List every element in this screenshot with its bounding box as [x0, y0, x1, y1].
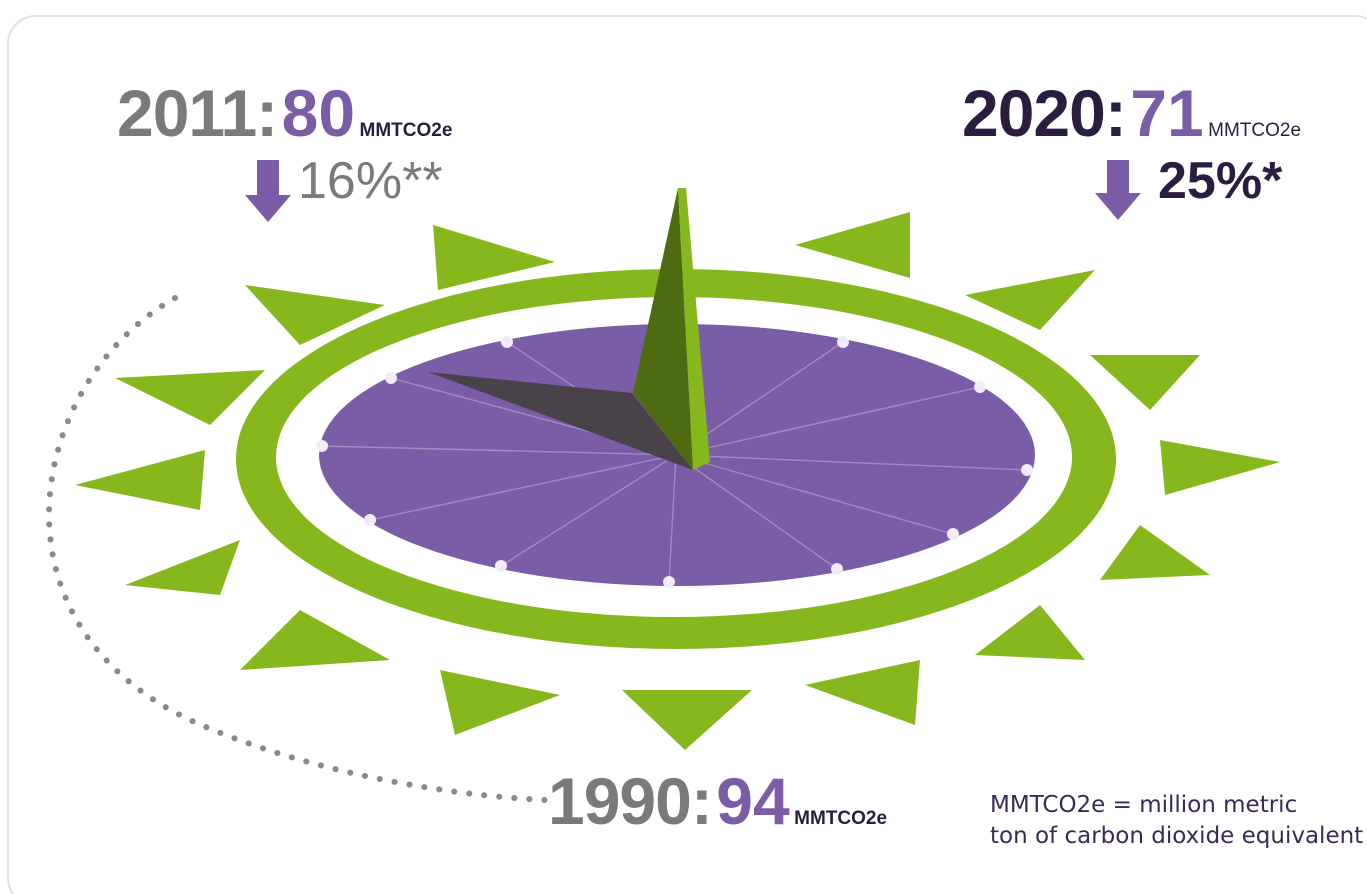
ray	[1100, 525, 1210, 580]
definition-line-2: ton of carbon dioxide equivalent	[990, 822, 1364, 849]
emissions-value: 94	[716, 764, 790, 838]
hour-marker	[1021, 464, 1033, 476]
ray	[245, 285, 385, 345]
down-arrow-icon	[1095, 160, 1141, 220]
ray	[433, 225, 555, 290]
ray	[622, 690, 752, 750]
milestone-2011: 2011: 80 MMTCO2e	[117, 80, 452, 146]
emissions-value: 71	[1130, 76, 1204, 150]
hour-markers	[316, 336, 1033, 588]
emissions-value: 80	[281, 76, 356, 150]
milestone-1990: 1990: 94 MMTCO2e	[548, 768, 887, 834]
unit-label: MMTCO2e	[794, 808, 888, 829]
hour-marker	[501, 336, 513, 348]
year-label: 1990:	[548, 764, 713, 838]
gnomon-left-face	[633, 188, 693, 470]
ray	[125, 540, 240, 595]
hour-marker	[495, 560, 507, 572]
hour-marker	[385, 372, 397, 384]
ray	[75, 450, 205, 510]
ray	[115, 370, 265, 425]
definition-line-1: MMTCO2e = million metric	[990, 792, 1298, 818]
ray	[805, 660, 920, 725]
hour-marker	[837, 336, 849, 348]
ray	[240, 610, 390, 670]
reduction-2011: 16%**	[298, 152, 443, 210]
year-label: 2011:	[117, 76, 278, 150]
hour-marker	[831, 563, 843, 575]
reduction-2020: 25%*	[1158, 152, 1283, 210]
ray	[1160, 440, 1280, 495]
ray	[795, 212, 910, 278]
hour-marker	[663, 576, 675, 588]
gnomon-right-face	[678, 188, 710, 470]
unit-definition: MMTCO2e = million metric ton of carbon d…	[990, 790, 1363, 851]
hour-marker	[316, 440, 328, 452]
sun-rays	[75, 212, 1280, 750]
ray	[1090, 355, 1200, 410]
unit-label: MMTCO2e	[1208, 120, 1302, 141]
ray	[965, 270, 1095, 330]
year-label: 2020:	[962, 76, 1127, 150]
gnomon-shadow	[428, 372, 693, 470]
down-arrow-icon	[245, 160, 291, 222]
hour-marker	[974, 381, 986, 393]
unit-label: MMTCO2e	[359, 120, 453, 141]
ray	[440, 670, 560, 735]
hour-marker	[364, 514, 376, 526]
card-border	[7, 15, 1367, 894]
ray	[975, 605, 1085, 660]
milestone-2020: 2020: 71 MMTCO2e	[962, 80, 1301, 146]
hour-marker	[947, 528, 959, 540]
